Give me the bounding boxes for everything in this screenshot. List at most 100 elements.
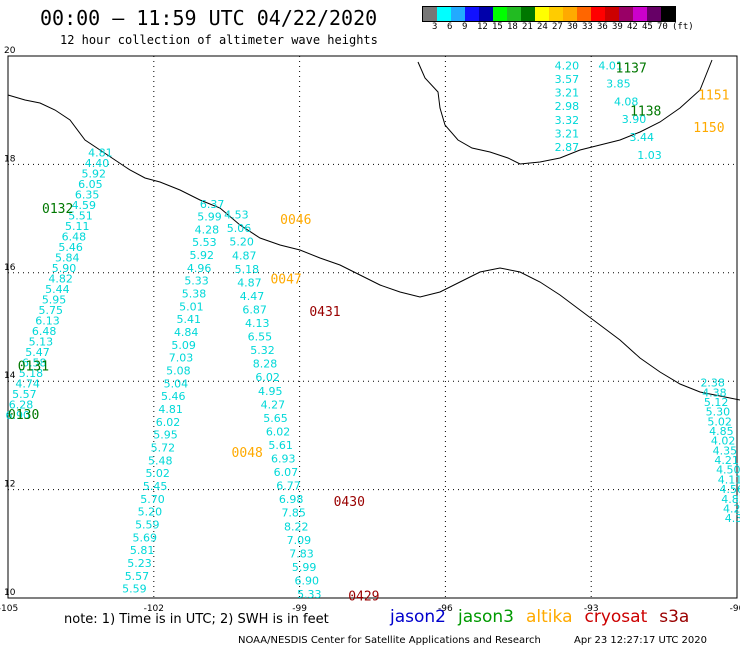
color-swatch xyxy=(493,7,507,21)
color-swatch xyxy=(619,7,633,21)
satellite-legend: jason2 jason3 altika cryosat s3a xyxy=(390,607,701,627)
lon-label: -93 xyxy=(584,604,599,614)
wave-height-value: 6.77 xyxy=(276,480,301,493)
wave-height-value: 5.57 xyxy=(125,570,150,583)
wave-height-value: 3.21 xyxy=(555,127,580,140)
color-scale-label: 18 xyxy=(507,22,518,32)
color-swatch xyxy=(591,7,605,21)
color-scale-label: 24 xyxy=(537,22,548,32)
wave-height-value: 5.11 xyxy=(65,220,90,233)
wave-height-value: 5.59 xyxy=(122,583,147,596)
color-swatch xyxy=(549,7,563,21)
wave-height-value: 4.38 xyxy=(702,386,727,399)
wave-height-value: 5.18 xyxy=(235,263,260,276)
wave-height-value: 5.01 xyxy=(179,300,204,313)
wave-height-value: 4.01 xyxy=(598,60,623,73)
wave-height-value: 5.72 xyxy=(151,441,176,454)
altimeter-tracks: 4.814.405.926.056.354.595.515.116.485.46… xyxy=(5,60,740,601)
wave-height-value: 5.46 xyxy=(58,241,83,254)
color-scale-label: 27 xyxy=(552,22,563,32)
wave-height-value: 4.82 xyxy=(48,272,73,285)
wave-height-value: 4.74 xyxy=(15,378,40,391)
color-scale-bar xyxy=(422,6,676,22)
wave-height-value: 5.95 xyxy=(153,429,178,442)
pass-time-label: 0131 xyxy=(18,359,49,374)
lat-label: 12 xyxy=(4,480,15,490)
color-scale-label: 12 xyxy=(477,22,488,32)
map-subtitle: 12 hour collection of altimeter wave hei… xyxy=(60,33,378,47)
wave-height-value: 5.51 xyxy=(68,209,93,222)
coastline-gulf xyxy=(417,59,713,165)
color-scale-label: 45 xyxy=(642,22,653,32)
color-swatch xyxy=(507,7,521,21)
satellite-legend-entry: altika xyxy=(526,607,573,627)
wave-height-value: 4.83 xyxy=(721,493,740,506)
wave-height-value: 5.13 xyxy=(29,336,54,349)
pass-time-label: 0132 xyxy=(42,202,73,217)
wave-height-value: 4.08 xyxy=(614,95,639,108)
pass-time-label: 0130 xyxy=(8,408,39,423)
map-title: 00:00 – 11:59 UTC 04/22/2020 xyxy=(40,6,378,30)
wave-height-value: 6.87 xyxy=(242,303,267,316)
wave-height-value: 4.35 xyxy=(725,512,740,525)
wave-height-value: 5.65 xyxy=(263,412,288,425)
wave-height-value: 6.02 xyxy=(255,371,280,384)
wave-height-value: 5.84 xyxy=(55,251,80,264)
wave-height-value: 5.69 xyxy=(132,531,157,544)
wave-height-value: 6.90 xyxy=(5,409,30,422)
footer: NOAA/NESDIS Center for Satellite Applica… xyxy=(238,635,737,646)
wave-height-value: 5.53 xyxy=(192,236,217,249)
axis-labels: -105 -102 -99 -96 -93 -90 20 18 16 14 12 10 xyxy=(0,46,740,614)
wave-height-value: 3.44 xyxy=(629,131,654,144)
wave-height-value: 4.35 xyxy=(713,444,738,457)
coastline xyxy=(7,59,740,401)
wave-height-value: 6.48 xyxy=(62,230,87,243)
color-scale-label: 9 xyxy=(462,22,468,32)
wave-height-value: 6.93 xyxy=(271,453,296,466)
wave-height-value: 5.20 xyxy=(229,236,254,249)
wave-height-value: 5.33 xyxy=(184,275,209,288)
wave-height-value: 5.48 xyxy=(148,454,173,467)
pass-time-label: 1151 xyxy=(698,88,729,103)
color-swatch xyxy=(465,7,479,21)
wave-height-value: 3.57 xyxy=(555,73,580,86)
wave-height-value: 5.30 xyxy=(706,406,731,419)
color-swatch xyxy=(661,7,675,21)
wave-height-value: 6.05 xyxy=(78,178,103,191)
wave-height-value: 5.70 xyxy=(140,493,165,506)
wave-height-value: 5.75 xyxy=(39,304,64,317)
lat-lon-grid xyxy=(7,55,738,599)
wave-height-value: 5.95 xyxy=(42,293,67,306)
coastline-mexico xyxy=(7,94,740,401)
wave-height-value: 5.08 xyxy=(166,365,191,378)
wave-height-value: 5.90 xyxy=(52,262,77,275)
wave-height-value: 4.59 xyxy=(72,199,97,212)
wave-height-value: 6.02 xyxy=(156,416,181,429)
wave-height-value: 5.61 xyxy=(268,439,293,452)
footer-timestamp: Apr 23 12:27:17 UTC 2020 xyxy=(574,635,707,646)
lat-label: 18 xyxy=(4,154,16,164)
wave-height-value: 6.07 xyxy=(274,466,299,479)
satellite-legend-entry: s3a xyxy=(659,607,690,627)
wave-height-value: 3.32 xyxy=(555,114,580,127)
wave-height-value: 4.85 xyxy=(709,425,734,438)
wave-height-value: 3.90 xyxy=(622,113,647,126)
satellite-legend-entry: cryosat xyxy=(584,607,648,627)
wave-height-value: 5.57 xyxy=(12,388,37,401)
wave-height-value: 2.98 xyxy=(555,100,580,113)
wave-height-value: 1.03 xyxy=(637,149,662,162)
wave-height-value: 4.87 xyxy=(237,276,262,289)
color-scale-label: 33 xyxy=(582,22,593,32)
wave-height-value: 7.85 xyxy=(281,507,306,520)
wave-height-value: 3.85 xyxy=(606,77,631,90)
pass-time-label: 0431 xyxy=(309,305,340,320)
wave-height-value: 6.13 xyxy=(35,315,60,328)
color-scale-label: 3 xyxy=(432,22,438,32)
wave-height-value: 5.32 xyxy=(250,344,275,357)
pass-labels: 0132 0131 0130 0046 0047 0048 0431 0430 0429 1137… xyxy=(8,61,729,604)
wave-height-value: 5.44 xyxy=(45,283,70,296)
wave-height-value: 4.84 xyxy=(174,326,199,339)
wave-height-value: 4.95 xyxy=(258,385,283,398)
wave-height-value: 5.41 xyxy=(177,313,202,326)
color-swatch xyxy=(437,7,451,21)
